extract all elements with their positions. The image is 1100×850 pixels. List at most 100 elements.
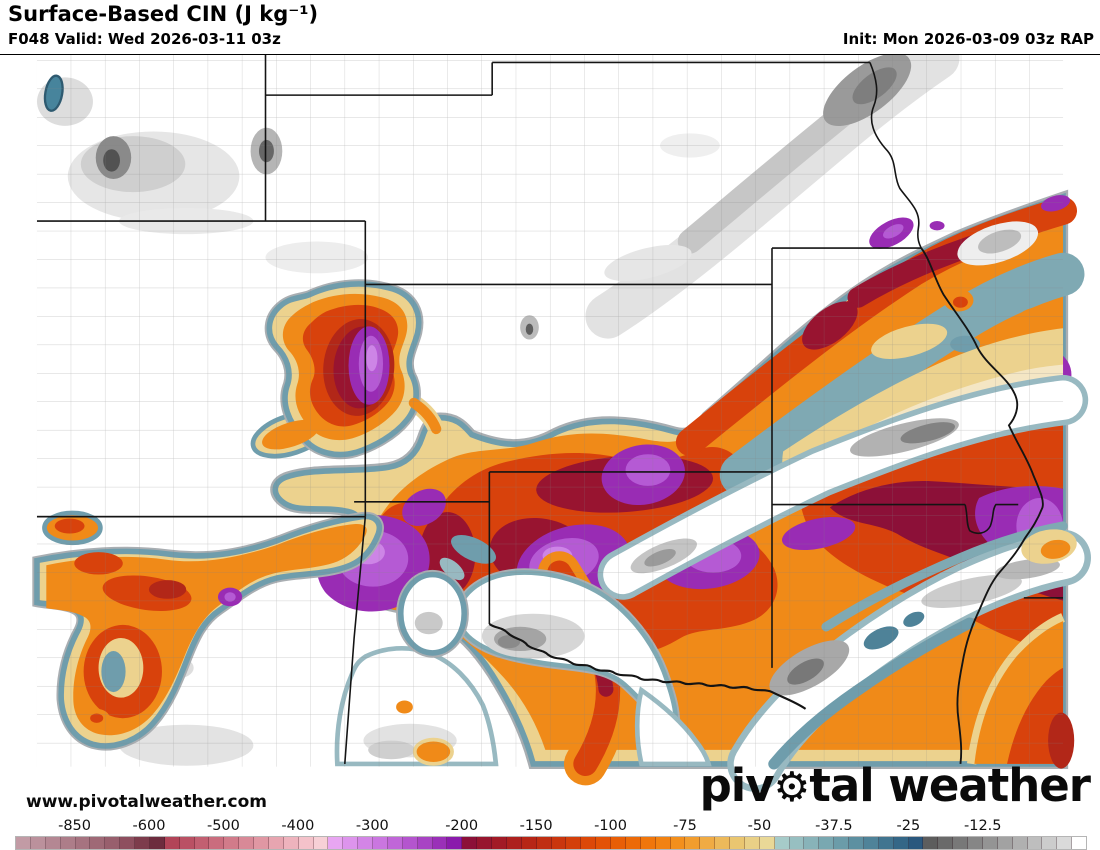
colorbar-cell [1072,837,1086,849]
colorbar-cell [298,837,314,849]
colorbar-cell [313,837,329,849]
colorbar-cell [759,837,775,849]
colorbar-cell [863,837,879,849]
colorbar-tick: -200 [445,818,479,834]
colorbar-cell [343,837,359,849]
colorbar-cell [953,837,968,849]
colorbar-cell [611,837,626,849]
colorbar-tick: -850 [58,818,92,834]
colorbar-cell [506,837,522,849]
colorbar-cell [968,837,983,849]
colorbar-tick: -75 [673,818,697,834]
colorbar-cell [135,837,150,849]
watermark-url: www.pivotalweather.com [26,792,268,812]
colorbar-cell [254,837,269,849]
colorbar-cell [477,837,492,849]
colorbar-cell [209,837,225,849]
colorbar-cell [90,837,106,849]
colorbar-tick: -37.5 [815,818,853,834]
colorbar-cell [283,837,299,849]
colorbar-cell [834,837,849,849]
colorbar-cell [715,837,730,849]
colorbar-cell [551,837,567,849]
colorbar-cell [164,837,180,849]
map-header: Surface-Based CIN (J kg⁻¹) F048 Valid: W… [0,0,1100,55]
logo-text-post: tal weather [809,759,1091,812]
map-canvas: www.pivotalweather.com piv⚙︎tal weather [0,35,1100,818]
colorbar-tick: -12.5 [964,818,1002,834]
colorbar-tick-labels: -850 -600 -500 -400 -300 -200 -150 -100 -75 -50 -3… [15,818,1087,835]
colorbar-cell [878,837,894,849]
colorbar-cell [179,837,195,849]
colorbar-cell [194,837,210,849]
colorbar-cell [700,837,716,849]
colorbar-cell [893,837,909,849]
colorbar-cell [655,837,671,849]
colorbar-cell [75,837,91,849]
colorbar-cell [417,837,433,849]
colorbar-cell [640,837,656,849]
model-init-label: Init: Mon 2026-03-09 03z RAP [842,30,1094,48]
colorbar-tick: -50 [747,818,772,834]
colorbar-cell [30,837,46,849]
colorbar-cell [45,837,61,849]
colorbar-cell [670,837,686,849]
colorbar-legend: -850 -600 -500 -400 -300 -200 -150 -100 -75 -50 -3… [0,818,1100,850]
colorbar-cell [908,837,924,849]
cin-map [32,35,1092,792]
forecast-valid-label: F048 Valid: Wed 2026-03-11 03z [8,30,281,48]
colorbar-cell [402,837,418,849]
colorbar-cell [268,837,284,849]
colorbar-tick: -300 [355,818,389,834]
colorbar-cell [447,837,463,849]
colorbar-cell [120,837,135,849]
colorbar-cell [358,837,373,849]
colorbar-cell [60,837,76,849]
colorbar-tick: -100 [594,818,628,834]
colorbar-cell [239,837,254,849]
colorbar-cell [16,837,31,849]
gear-icon: ⚙︎ [773,763,811,811]
colorbar-cell [938,837,954,849]
pivotal-weather-logo: piv⚙︎tal weather [700,763,1091,811]
colorbar-cell [1042,837,1058,849]
logo-text-pre: piv [699,759,775,812]
colorbar-cell [804,837,820,849]
colorbar-cell [566,837,582,849]
colorbar-cell [149,837,165,849]
colorbar-cell [730,837,745,849]
colorbar-cell [521,837,537,849]
colorbar-cell [328,837,344,849]
colorbar-cells [15,836,1087,850]
colorbar-cell [819,837,835,849]
colorbar-cell [387,837,403,849]
colorbar-cell [105,837,121,849]
colorbar-cell [373,837,388,849]
colorbar-cell [774,837,790,849]
colorbar-cell [789,837,805,849]
colorbar-cell [1027,837,1043,849]
colorbar-cell [1057,837,1073,849]
county-grid [36,55,1064,767]
colorbar-tick: -150 [519,818,553,834]
colorbar-cell [224,837,240,849]
colorbar-cell [982,837,998,849]
colorbar-tick: -600 [132,818,166,834]
colorbar-cell [685,837,701,849]
colorbar-cell [1012,837,1028,849]
colorbar-tick: -25 [896,818,921,834]
colorbar-cell [997,837,1013,849]
colorbar-cell [923,837,939,849]
colorbar-cell [744,837,760,849]
colorbar-cell [581,837,597,849]
colorbar-cell [625,837,641,849]
colorbar-cell [849,837,864,849]
colorbar-cell [432,837,448,849]
colorbar-tick: -400 [281,818,315,834]
colorbar-cell [462,837,478,849]
colorbar-cell [492,837,507,849]
state-borders [36,55,1064,765]
colorbar-cell [536,837,552,849]
page-title: Surface-Based CIN (J kg⁻¹) [8,2,319,26]
